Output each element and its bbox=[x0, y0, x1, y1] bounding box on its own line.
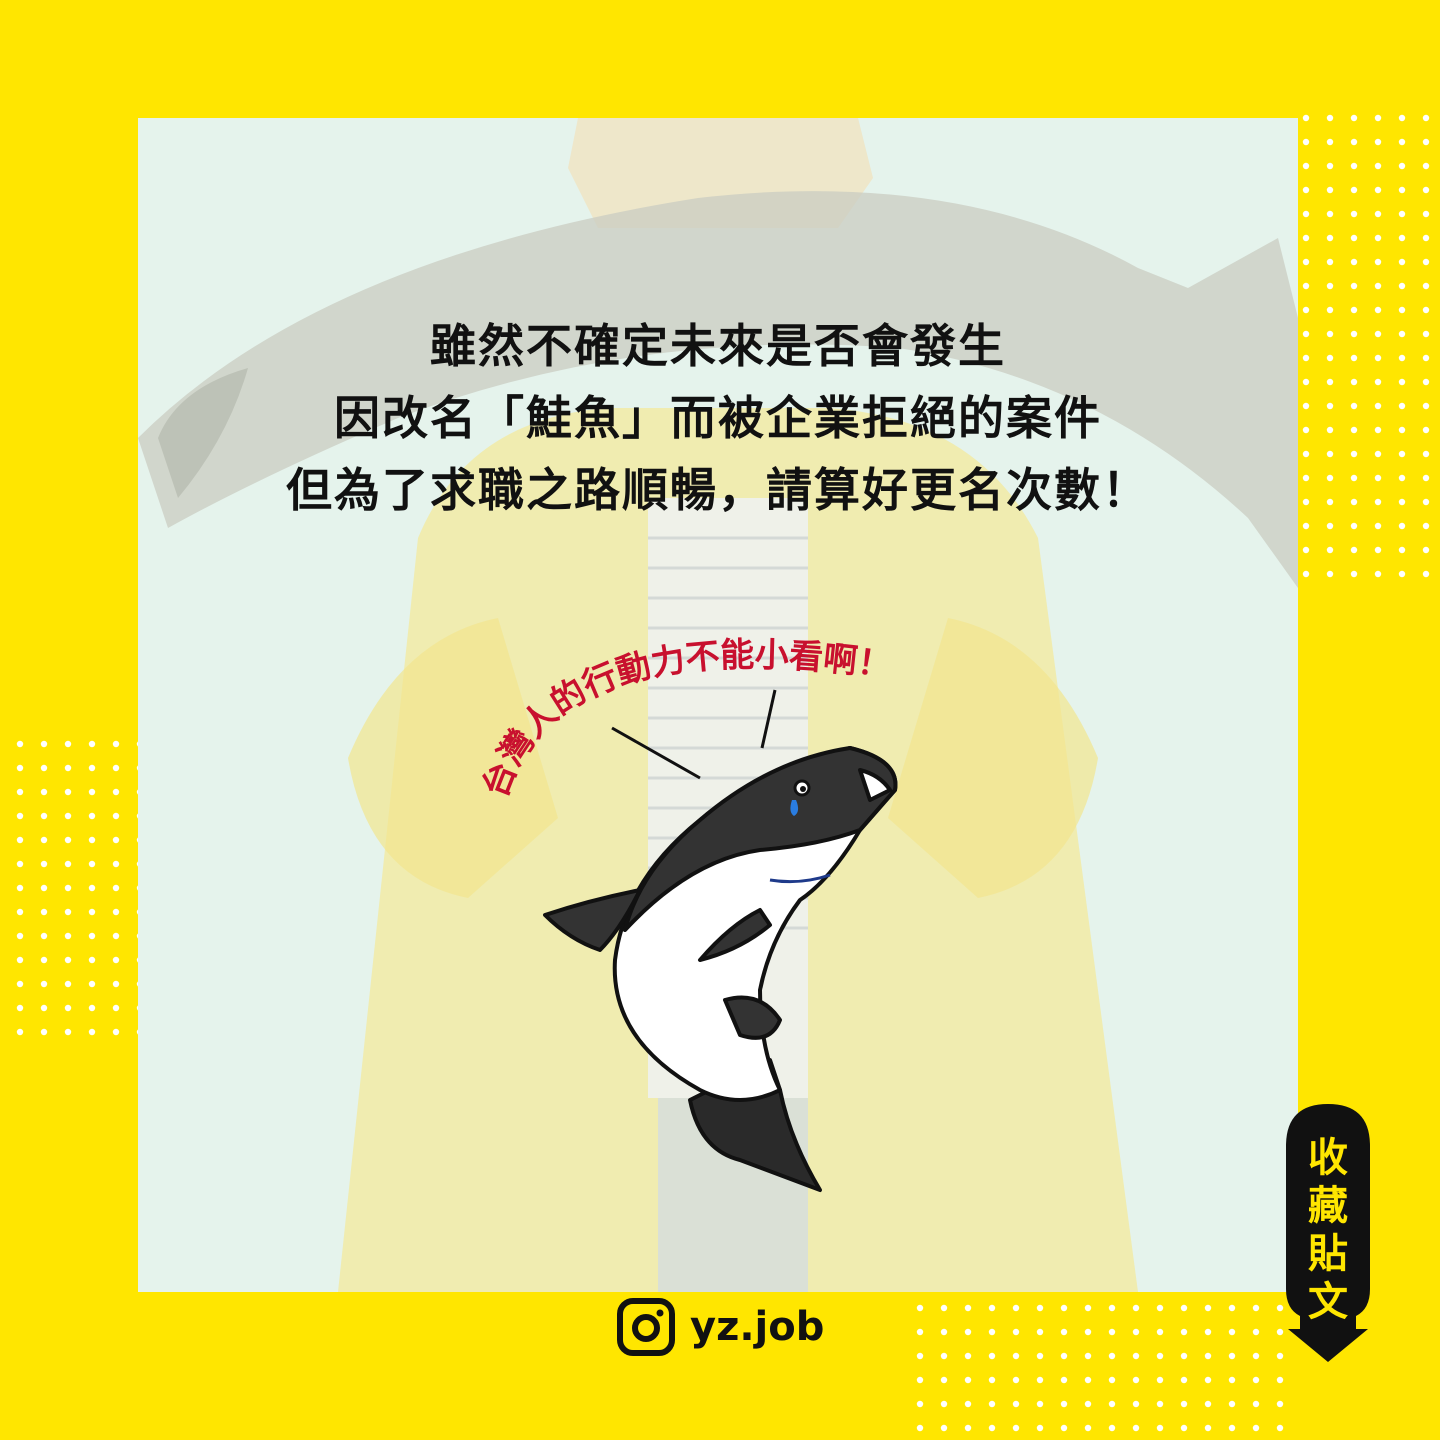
save-post-label: 收 藏 貼 文 bbox=[1308, 1135, 1348, 1325]
save-post-badge[interactable]: 收 藏 貼 文 bbox=[1286, 1104, 1370, 1364]
emphasis-line-right bbox=[760, 689, 777, 749]
headline-line-2: 因改名「鮭魚」而被企業拒絕的案件 bbox=[334, 391, 1102, 445]
instagram-handle-text: yz.job bbox=[690, 1304, 825, 1350]
dot-pattern-left bbox=[14, 738, 138, 1048]
dot-pattern-top-right bbox=[1300, 112, 1440, 582]
fish-tear bbox=[790, 800, 799, 816]
headline-line-3: 但為了求職之路順暢，請算好更名次數！ bbox=[286, 463, 1150, 517]
headline: 雖然不確定未來是否會發生 因改名「鮭魚」而被企業拒絕的案件 但為了求職之路順暢，… bbox=[138, 310, 1298, 526]
instagram-icon bbox=[617, 1298, 675, 1356]
headline-line-1: 雖然不確定未來是否會發生 bbox=[430, 319, 1006, 373]
arrow-down-icon bbox=[1286, 1104, 1370, 1362]
emphasis-line-left bbox=[611, 726, 701, 780]
fish-icon bbox=[543, 746, 898, 1192]
instagram-handle[interactable]: yz.job bbox=[616, 1292, 824, 1362]
dot-pattern-bottom-right bbox=[914, 1302, 1284, 1440]
